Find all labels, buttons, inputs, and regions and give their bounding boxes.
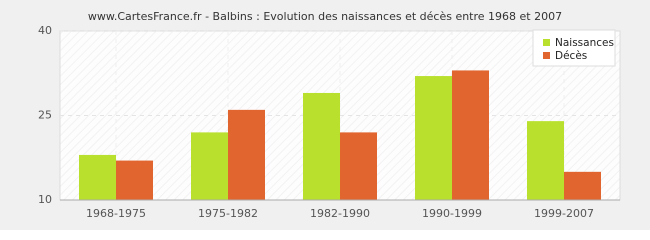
bar [564,171,601,200]
x-tick-label: 1999-2007 [534,207,594,220]
legend-swatch [543,52,550,59]
bar [303,92,340,200]
bar [116,160,153,200]
legend-swatch [543,39,550,46]
legend-label: Naissances [555,37,614,49]
y-tick-label: 25 [38,109,52,122]
bar [228,109,265,200]
y-tick-label: 40 [38,24,52,37]
bar [415,76,452,200]
y-tick-label: 10 [38,193,52,206]
bar [527,121,564,200]
bar [340,132,377,200]
x-tick-label: 1990-1999 [422,207,482,220]
x-tick-label: 1982-1990 [310,207,370,220]
x-tick-label: 1975-1982 [198,207,258,220]
bar [452,70,489,200]
chart-title: www.CartesFrance.fr - Balbins : Evolutio… [88,10,562,23]
bar [191,132,228,200]
bar [79,154,116,200]
chart: www.CartesFrance.fr - Balbins : Evolutio… [0,0,650,230]
legend-box [532,29,616,67]
legend-label: Décès [555,50,587,62]
x-tick-label: 1968-1975 [86,207,146,220]
